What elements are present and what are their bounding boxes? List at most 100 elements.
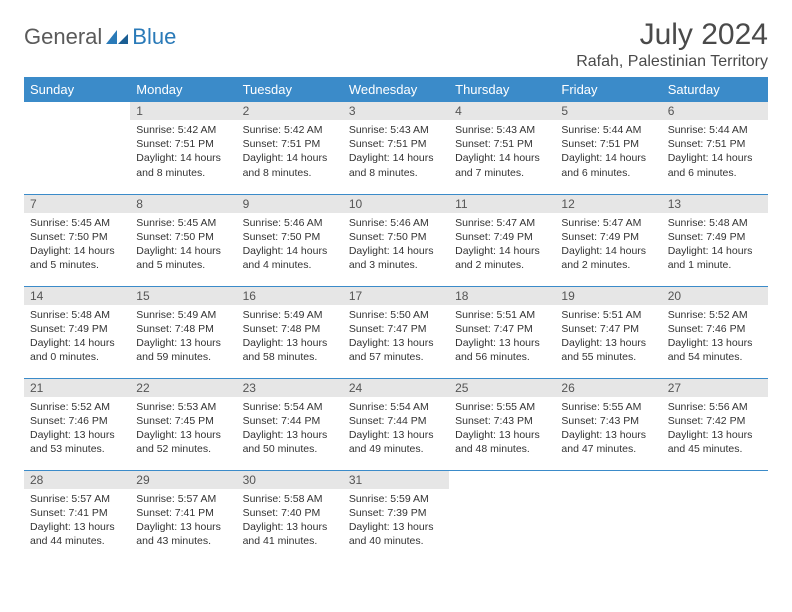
day-details: Sunrise: 5:47 AMSunset: 7:49 PMDaylight:… — [449, 213, 555, 277]
day-details: Sunrise: 5:44 AMSunset: 7:51 PMDaylight:… — [662, 120, 768, 184]
daylight-line: Daylight: 14 hours and 4 minutes. — [243, 244, 337, 272]
calendar-week-row: 21Sunrise: 5:52 AMSunset: 7:46 PMDayligh… — [24, 378, 768, 470]
day-details: Sunrise: 5:46 AMSunset: 7:50 PMDaylight:… — [343, 213, 449, 277]
header: General Blue July 2024 Rafah, Palestinia… — [24, 18, 768, 71]
calendar-day-cell: 8Sunrise: 5:45 AMSunset: 7:50 PMDaylight… — [130, 194, 236, 286]
day-details: Sunrise: 5:45 AMSunset: 7:50 PMDaylight:… — [24, 213, 130, 277]
daylight-line: Daylight: 14 hours and 6 minutes. — [668, 151, 762, 179]
calendar-day-cell: 21Sunrise: 5:52 AMSunset: 7:46 PMDayligh… — [24, 378, 130, 470]
sunset-line: Sunset: 7:40 PM — [243, 506, 337, 520]
day-details: Sunrise: 5:46 AMSunset: 7:50 PMDaylight:… — [237, 213, 343, 277]
day-number: 2 — [237, 102, 343, 120]
sunrise-line: Sunrise: 5:49 AM — [136, 308, 230, 322]
sunrise-line: Sunrise: 5:59 AM — [349, 492, 443, 506]
calendar-day-cell: 20Sunrise: 5:52 AMSunset: 7:46 PMDayligh… — [662, 286, 768, 378]
calendar-week-row: 7Sunrise: 5:45 AMSunset: 7:50 PMDaylight… — [24, 194, 768, 286]
daylight-line: Daylight: 13 hours and 54 minutes. — [668, 336, 762, 364]
sunset-line: Sunset: 7:51 PM — [668, 137, 762, 151]
calendar-day-cell: 28Sunrise: 5:57 AMSunset: 7:41 PMDayligh… — [24, 470, 130, 562]
sunrise-line: Sunrise: 5:55 AM — [455, 400, 549, 414]
sunset-line: Sunset: 7:50 PM — [136, 230, 230, 244]
day-details: Sunrise: 5:52 AMSunset: 7:46 PMDaylight:… — [24, 397, 130, 461]
sunset-line: Sunset: 7:50 PM — [243, 230, 337, 244]
sunrise-line: Sunrise: 5:51 AM — [455, 308, 549, 322]
sunset-line: Sunset: 7:51 PM — [243, 137, 337, 151]
day-details: Sunrise: 5:59 AMSunset: 7:39 PMDaylight:… — [343, 489, 449, 553]
sunset-line: Sunset: 7:41 PM — [136, 506, 230, 520]
day-number: 6 — [662, 102, 768, 120]
sunset-line: Sunset: 7:47 PM — [349, 322, 443, 336]
daylight-line: Daylight: 13 hours and 52 minutes. — [136, 428, 230, 456]
sunrise-line: Sunrise: 5:54 AM — [243, 400, 337, 414]
day-number: 23 — [237, 379, 343, 397]
brand-name-part2: Blue — [132, 24, 176, 50]
daylight-line: Daylight: 13 hours and 58 minutes. — [243, 336, 337, 364]
daylight-line: Daylight: 13 hours and 40 minutes. — [349, 520, 443, 548]
daylight-line: Daylight: 14 hours and 0 minutes. — [30, 336, 124, 364]
sail-icon — [104, 28, 130, 46]
weekday-header: Monday — [130, 77, 236, 102]
day-number: 9 — [237, 195, 343, 213]
day-details: Sunrise: 5:42 AMSunset: 7:51 PMDaylight:… — [130, 120, 236, 184]
daylight-line: Daylight: 14 hours and 5 minutes. — [136, 244, 230, 272]
sunrise-line: Sunrise: 5:42 AM — [243, 123, 337, 137]
calendar-day-cell: 29Sunrise: 5:57 AMSunset: 7:41 PMDayligh… — [130, 470, 236, 562]
daylight-line: Daylight: 14 hours and 8 minutes. — [136, 151, 230, 179]
day-details: Sunrise: 5:50 AMSunset: 7:47 PMDaylight:… — [343, 305, 449, 369]
sunrise-line: Sunrise: 5:46 AM — [349, 216, 443, 230]
daylight-line: Daylight: 14 hours and 8 minutes. — [349, 151, 443, 179]
sunrise-line: Sunrise: 5:44 AM — [561, 123, 655, 137]
daylight-line: Daylight: 13 hours and 43 minutes. — [136, 520, 230, 548]
day-number: 12 — [555, 195, 661, 213]
sunrise-line: Sunrise: 5:45 AM — [136, 216, 230, 230]
sunset-line: Sunset: 7:50 PM — [349, 230, 443, 244]
day-details: Sunrise: 5:57 AMSunset: 7:41 PMDaylight:… — [24, 489, 130, 553]
daylight-line: Daylight: 13 hours and 55 minutes. — [561, 336, 655, 364]
day-details: Sunrise: 5:55 AMSunset: 7:43 PMDaylight:… — [555, 397, 661, 461]
calendar-day-cell: 13Sunrise: 5:48 AMSunset: 7:49 PMDayligh… — [662, 194, 768, 286]
sunset-line: Sunset: 7:47 PM — [455, 322, 549, 336]
sunrise-line: Sunrise: 5:57 AM — [136, 492, 230, 506]
daylight-line: Daylight: 14 hours and 1 minute. — [668, 244, 762, 272]
day-details: Sunrise: 5:53 AMSunset: 7:45 PMDaylight:… — [130, 397, 236, 461]
weekday-header-row: Sunday Monday Tuesday Wednesday Thursday… — [24, 77, 768, 102]
sunset-line: Sunset: 7:48 PM — [136, 322, 230, 336]
calendar-day-cell: 14Sunrise: 5:48 AMSunset: 7:49 PMDayligh… — [24, 286, 130, 378]
daylight-line: Daylight: 13 hours and 44 minutes. — [30, 520, 124, 548]
daylight-line: Daylight: 13 hours and 49 minutes. — [349, 428, 443, 456]
sunset-line: Sunset: 7:41 PM — [30, 506, 124, 520]
calendar-day-cell: 3Sunrise: 5:43 AMSunset: 7:51 PMDaylight… — [343, 102, 449, 194]
weekday-header: Wednesday — [343, 77, 449, 102]
calendar-day-cell: 15Sunrise: 5:49 AMSunset: 7:48 PMDayligh… — [130, 286, 236, 378]
day-details: Sunrise: 5:54 AMSunset: 7:44 PMDaylight:… — [237, 397, 343, 461]
sunset-line: Sunset: 7:49 PM — [668, 230, 762, 244]
calendar-day-cell: 1Sunrise: 5:42 AMSunset: 7:51 PMDaylight… — [130, 102, 236, 194]
sunset-line: Sunset: 7:51 PM — [455, 137, 549, 151]
daylight-line: Daylight: 13 hours and 48 minutes. — [455, 428, 549, 456]
daylight-line: Daylight: 14 hours and 2 minutes. — [561, 244, 655, 272]
sunset-line: Sunset: 7:51 PM — [136, 137, 230, 151]
sunset-line: Sunset: 7:51 PM — [349, 137, 443, 151]
day-number: 19 — [555, 287, 661, 305]
day-number: 11 — [449, 195, 555, 213]
sunrise-line: Sunrise: 5:43 AM — [455, 123, 549, 137]
calendar-day-cell: 7Sunrise: 5:45 AMSunset: 7:50 PMDaylight… — [24, 194, 130, 286]
sunrise-line: Sunrise: 5:58 AM — [243, 492, 337, 506]
sunrise-line: Sunrise: 5:52 AM — [30, 400, 124, 414]
sunset-line: Sunset: 7:46 PM — [30, 414, 124, 428]
day-number: 24 — [343, 379, 449, 397]
calendar-table: Sunday Monday Tuesday Wednesday Thursday… — [24, 77, 768, 562]
calendar-day-cell: 16Sunrise: 5:49 AMSunset: 7:48 PMDayligh… — [237, 286, 343, 378]
sunrise-line: Sunrise: 5:53 AM — [136, 400, 230, 414]
sunrise-line: Sunrise: 5:56 AM — [668, 400, 762, 414]
day-details: Sunrise: 5:56 AMSunset: 7:42 PMDaylight:… — [662, 397, 768, 461]
sunrise-line: Sunrise: 5:49 AM — [243, 308, 337, 322]
brand-logo: General Blue — [24, 18, 176, 50]
sunrise-line: Sunrise: 5:47 AM — [455, 216, 549, 230]
day-details: Sunrise: 5:57 AMSunset: 7:41 PMDaylight:… — [130, 489, 236, 553]
sunset-line: Sunset: 7:46 PM — [668, 322, 762, 336]
calendar-week-row: 14Sunrise: 5:48 AMSunset: 7:49 PMDayligh… — [24, 286, 768, 378]
day-details: Sunrise: 5:43 AMSunset: 7:51 PMDaylight:… — [343, 120, 449, 184]
calendar-day-cell: 27Sunrise: 5:56 AMSunset: 7:42 PMDayligh… — [662, 378, 768, 470]
daylight-line: Daylight: 14 hours and 3 minutes. — [349, 244, 443, 272]
